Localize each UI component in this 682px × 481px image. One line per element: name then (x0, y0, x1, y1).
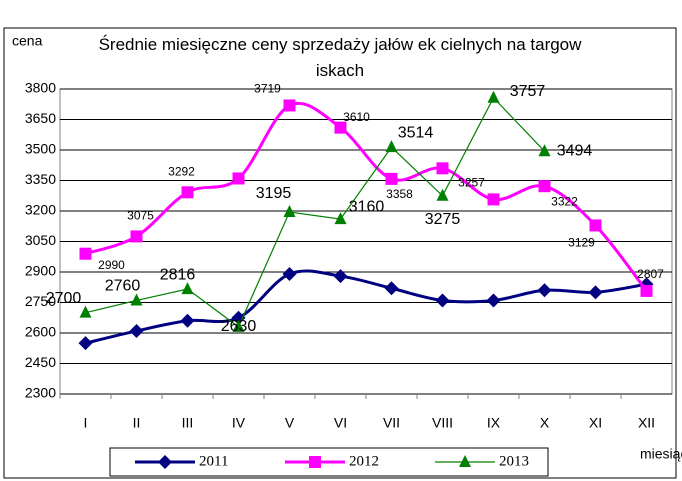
y-tick-label: 3200 (25, 202, 56, 218)
data-label: 3358 (386, 187, 413, 201)
x-tick-label: XI (589, 415, 602, 431)
data-label: 2816 (160, 266, 196, 283)
marker (384, 281, 399, 296)
marker (385, 172, 398, 185)
x-tick-label: III (182, 415, 194, 431)
marker (78, 336, 93, 351)
series-line (85, 96, 545, 328)
x-tick-label: II (133, 415, 141, 431)
legend-label: 2012 (349, 453, 379, 469)
marker (436, 188, 449, 201)
marker (130, 230, 143, 243)
marker (537, 283, 552, 298)
data-label: 3075 (127, 209, 154, 223)
y-tick-label: 2450 (25, 354, 56, 370)
marker (309, 456, 321, 468)
y-axis-label: cena (12, 33, 43, 49)
x-tick-label: V (285, 415, 295, 431)
marker (158, 455, 172, 469)
y-tick-label: 3500 (25, 141, 56, 157)
data-label: 3494 (557, 142, 593, 159)
marker (333, 269, 348, 284)
marker (181, 282, 194, 295)
data-label: 3160 (349, 198, 385, 215)
marker (588, 285, 603, 300)
marker (79, 305, 92, 318)
marker (640, 284, 653, 297)
marker (486, 293, 501, 308)
legend-label: 2011 (199, 453, 228, 469)
data-label: 3719 (254, 82, 281, 96)
x-tick-label: IV (232, 415, 246, 431)
marker (487, 193, 500, 206)
data-label: 3129 (568, 236, 595, 250)
data-label: 3514 (398, 124, 434, 141)
marker (538, 180, 551, 193)
x-tick-label: I (84, 415, 88, 431)
y-tick-label: 2600 (25, 324, 56, 340)
marker (232, 172, 245, 185)
x-tick-label: VIII (432, 415, 453, 431)
marker (538, 144, 551, 157)
x-tick-label: VII (383, 415, 400, 431)
data-label: 3610 (343, 110, 370, 124)
marker (180, 313, 195, 328)
data-label: 3757 (510, 83, 546, 100)
marker (231, 310, 246, 325)
marker (334, 212, 347, 225)
data-label: 3322 (551, 194, 578, 208)
marker (130, 293, 143, 306)
marker (181, 186, 194, 199)
marker (232, 319, 245, 332)
data-label: 2630 (221, 318, 257, 335)
y-tick-label: 2300 (25, 385, 56, 401)
y-tick-label: 2900 (25, 263, 56, 279)
marker (589, 219, 602, 232)
y-tick-label: 3350 (25, 171, 56, 187)
marker (282, 267, 297, 282)
marker (283, 99, 296, 112)
marker (283, 205, 296, 218)
data-label: 2700 (46, 290, 82, 307)
marker (436, 162, 449, 175)
marker (334, 121, 347, 134)
data-label: 3275 (425, 211, 461, 228)
marker (435, 293, 450, 308)
data-label: 2807 (637, 267, 664, 281)
y-tick-label: 2750 (25, 293, 56, 309)
marker (79, 247, 92, 260)
y-tick-label: 3800 (25, 80, 56, 96)
x-axis-label: miesiąc (640, 446, 682, 462)
legend-label: 2013 (499, 453, 529, 469)
marker (487, 90, 500, 103)
y-tick-label: 3650 (25, 110, 56, 126)
marker (385, 140, 398, 153)
frame (3, 27, 677, 479)
x-tick-label: XII (638, 415, 655, 431)
marker (459, 455, 471, 467)
y-tick-label: 3050 (25, 232, 56, 248)
x-tick-label: VI (334, 415, 347, 431)
data-label: 2760 (105, 278, 141, 295)
data-label: 3292 (168, 164, 195, 178)
x-tick-label: X (540, 415, 550, 431)
data-label: 3257 (458, 176, 485, 190)
data-label: 2990 (98, 258, 125, 272)
x-tick-label: IX (487, 415, 501, 431)
chart-title: Średnie miesięczne ceny sprzedaży jałów … (98, 35, 582, 80)
marker (129, 323, 144, 338)
data-label: 3195 (256, 185, 292, 202)
